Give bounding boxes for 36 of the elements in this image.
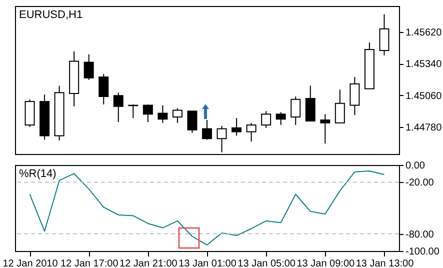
y-tick-label: 1.44780 [406, 122, 442, 134]
y-tick-label: -20.00 [406, 178, 434, 189]
candlestick [172, 108, 182, 124]
chart-title: %R(14) [19, 168, 56, 180]
y-tick-label: 0.00 [406, 160, 426, 172]
x-tick-label: 13 Jan 05:00 [238, 258, 296, 268]
candlestick [350, 76, 360, 116]
candlestick [320, 114, 330, 144]
candlestick [113, 92, 124, 123]
candlestick [261, 110, 272, 128]
candlestick [379, 14, 390, 56]
y-tick-label: 1.45060 [406, 90, 442, 102]
x-tick-label: 12 Jan 2010 [2, 258, 58, 268]
x-tick-label: 13 Jan 01:00 [178, 258, 237, 268]
x-tick-label: 12 Jan 21:00 [120, 258, 178, 268]
candlestick [84, 54, 94, 80]
y-tick-label: 1.45340 [406, 59, 442, 70]
candlestick [202, 119, 212, 140]
x-tick-label: 12 Jan 17:00 [60, 258, 119, 268]
candlestick [305, 85, 316, 122]
chart-title: EURUSD,H1 [19, 9, 83, 21]
candlestick [24, 98, 35, 128]
x-tick-label: 13 Jan 13:00 [356, 258, 414, 268]
candlestick [246, 122, 256, 142]
y-tick-label: 1.45620 [406, 27, 442, 38]
candlestick [98, 74, 109, 105]
candlestick [232, 118, 242, 136]
y-tick-label: -100.00 [406, 246, 440, 258]
candlestick [290, 96, 301, 126]
candlestick [158, 104, 168, 124]
candlestick [187, 110, 198, 134]
candlestick [142, 104, 153, 123]
candlestick [334, 89, 345, 124]
x-tick-label: 13 Jan 09:00 [296, 258, 356, 268]
y-tick-label: -80.00 [406, 229, 434, 240]
candlestick [276, 112, 286, 126]
